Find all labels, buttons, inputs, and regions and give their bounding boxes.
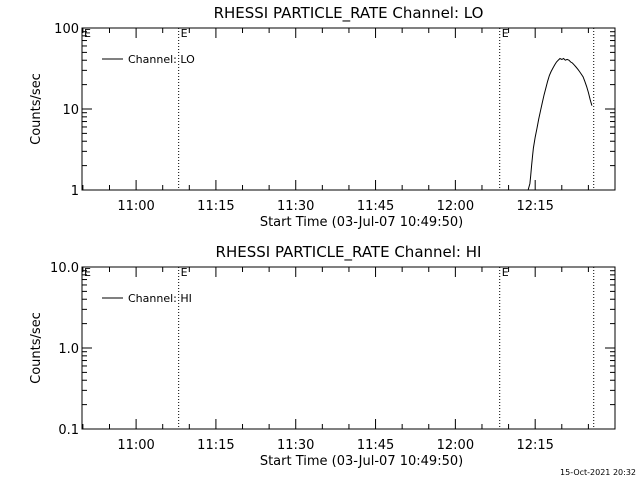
chart-panel-1: RHESSI PARTICLE_RATE Channel: LO 1 10 100 Co… xyxy=(29,4,616,230)
x-tick-label: 12:15 xyxy=(516,199,553,214)
x-tick-label: 11:00 xyxy=(117,199,154,214)
y-tick-label: 0.1 xyxy=(58,423,79,438)
series-line xyxy=(527,57,593,191)
event-marker-label: E xyxy=(181,27,188,40)
x-tick-label: 12:15 xyxy=(516,438,553,453)
chart-title: RHESSI PARTICLE_RATE Channel: HI xyxy=(216,243,482,262)
event-marker-label: E xyxy=(181,266,188,279)
y-tick-label: 1.0 xyxy=(58,342,79,357)
x-tick-label: 12:00 xyxy=(437,199,474,214)
x-axis-label: Start Time (03-Jul-07 10:49:50) xyxy=(260,454,463,469)
timestamp: 15-Oct-2021 20:32 xyxy=(560,468,636,477)
x-tick-label: 11:15 xyxy=(197,199,234,214)
y-tick-label: 1 xyxy=(71,184,79,199)
x-tick-label: 11:45 xyxy=(357,199,394,214)
x-tick-label: 11:30 xyxy=(277,438,314,453)
x-tick-label: 11:15 xyxy=(197,438,234,453)
event-marker-label: E xyxy=(502,266,509,279)
x-tick-label: 12:00 xyxy=(437,438,474,453)
x-axis-label: Start Time (03-Jul-07 10:49:50) xyxy=(260,215,463,230)
event-marker-label: E xyxy=(84,27,91,40)
chart-title: RHESSI PARTICLE_RATE Channel: LO xyxy=(214,4,484,23)
legend-label: Channel: LO xyxy=(128,53,195,66)
y-axis-label: Counts/sec xyxy=(29,73,44,145)
x-tick-label: 11:00 xyxy=(117,438,154,453)
y-tick-label: 10 xyxy=(62,103,79,118)
x-tick-label: 11:30 xyxy=(277,199,314,214)
chart-panel-2: RHESSI PARTICLE_RATE Channel: HI 0.1 1.0 10… xyxy=(29,243,616,469)
y-tick-label: 100 xyxy=(54,22,79,37)
event-marker-label: E xyxy=(502,27,509,40)
y-axis-label: Counts/sec xyxy=(29,312,44,384)
legend-label: Channel: HI xyxy=(128,292,192,305)
y-tick-label: 10.0 xyxy=(50,261,79,276)
x-tick-label: 11:45 xyxy=(357,438,394,453)
event-marker-label: E xyxy=(84,266,91,279)
